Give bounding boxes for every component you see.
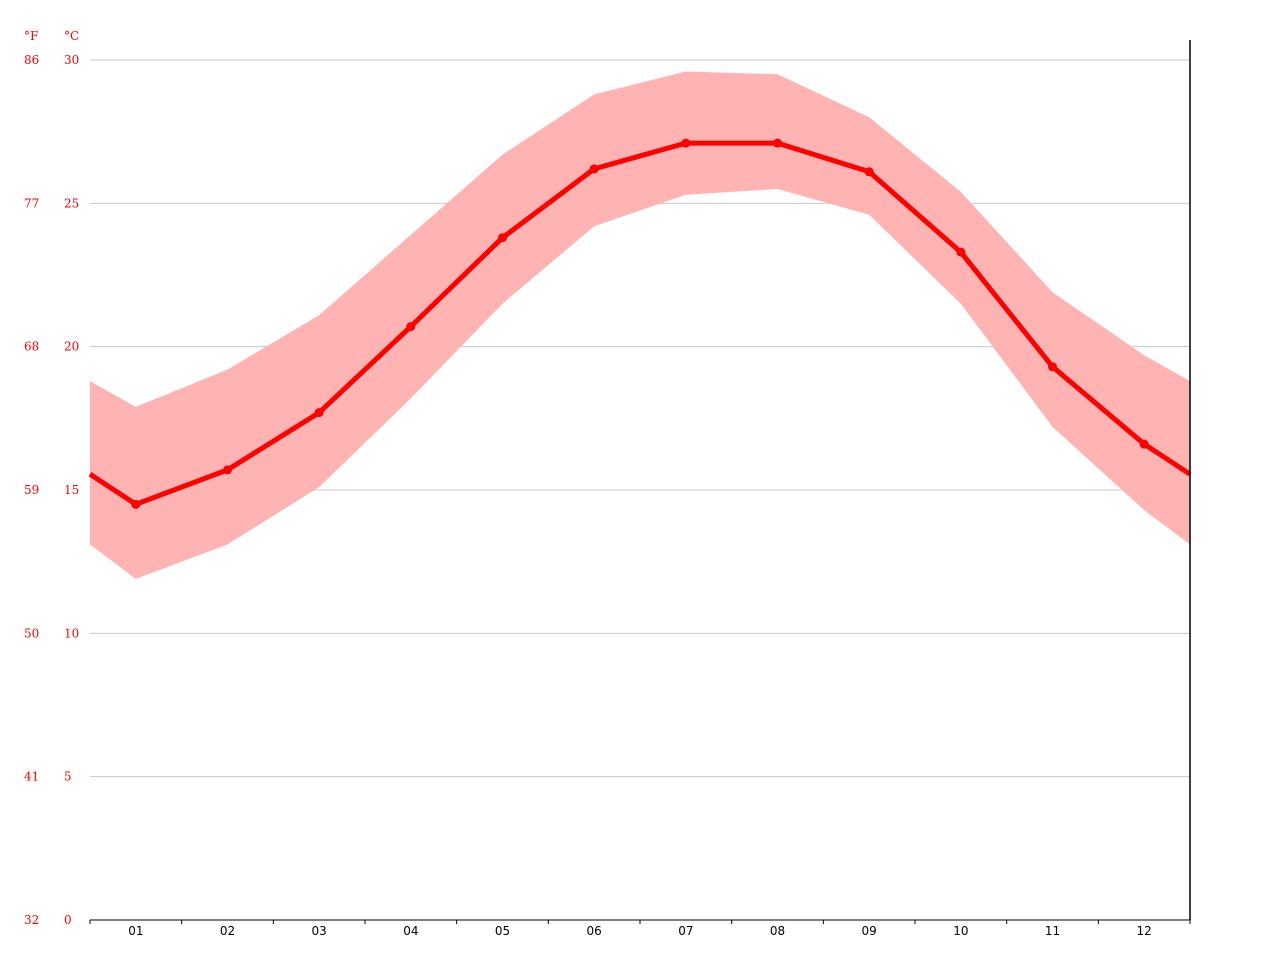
y-tick-label-celsius: 20 xyxy=(64,340,79,354)
x-tick-label-09: 09 xyxy=(862,924,877,938)
data-point-03 xyxy=(314,408,324,418)
data-point-07 xyxy=(681,138,691,148)
y-tick-label-fahrenheit: 41 xyxy=(24,770,39,784)
x-tick-label-10: 10 xyxy=(953,924,968,938)
data-point-05 xyxy=(498,233,507,243)
x-tick-label-06: 06 xyxy=(587,924,602,938)
temperature-range-band xyxy=(90,71,1190,579)
x-tick-label-05: 05 xyxy=(495,924,510,938)
y-tick-label-celsius: 15 xyxy=(64,483,79,497)
data-point-01 xyxy=(131,499,141,509)
y-tick-label-celsius: 0 xyxy=(64,913,72,927)
data-point-10 xyxy=(956,247,966,257)
x-tick-label-04: 04 xyxy=(403,924,418,938)
y-tick-label-fahrenheit: 32 xyxy=(24,913,39,927)
data-points xyxy=(131,138,1149,509)
y-tick-label-fahrenheit: 59 xyxy=(24,483,39,497)
data-point-06 xyxy=(589,164,599,174)
data-point-04 xyxy=(406,322,416,332)
x-tick-label-01: 01 xyxy=(128,924,143,938)
average-temperature-line xyxy=(88,140,1192,507)
unit-label-fahrenheit: °F xyxy=(24,29,38,43)
unit-label-celsius: °C xyxy=(64,29,79,43)
x-tick-label-02: 02 xyxy=(220,924,235,938)
y-tick-label-fahrenheit: 86 xyxy=(24,53,39,67)
y-tick-label-fahrenheit: 77 xyxy=(24,196,39,210)
y-tick-label-celsius: 5 xyxy=(64,770,72,784)
x-tick-label-08: 08 xyxy=(770,924,785,938)
tick-labels: °F °C 0 32 5 41 10 50 15 59 20 68 25 77 30 86 01 02 03 04… xyxy=(24,29,1152,938)
y-tick-label-celsius: 30 xyxy=(64,53,79,67)
data-point-12 xyxy=(1139,439,1149,449)
data-point-09 xyxy=(864,167,874,177)
y-tick-label-celsius: 25 xyxy=(64,196,79,210)
x-tick-label-03: 03 xyxy=(312,924,327,938)
y-tick-label-fahrenheit: 50 xyxy=(24,626,39,640)
y-tick-label-fahrenheit: 68 xyxy=(24,340,39,354)
x-tick-label-07: 07 xyxy=(678,924,693,938)
axes xyxy=(89,40,1191,924)
x-tick-label-12: 12 xyxy=(1137,924,1152,938)
data-point-11 xyxy=(1048,362,1057,372)
x-tick-label-11: 11 xyxy=(1045,924,1060,938)
data-point-08 xyxy=(773,138,782,148)
y-tick-label-celsius: 10 xyxy=(64,626,79,640)
data-point-02 xyxy=(223,465,232,475)
